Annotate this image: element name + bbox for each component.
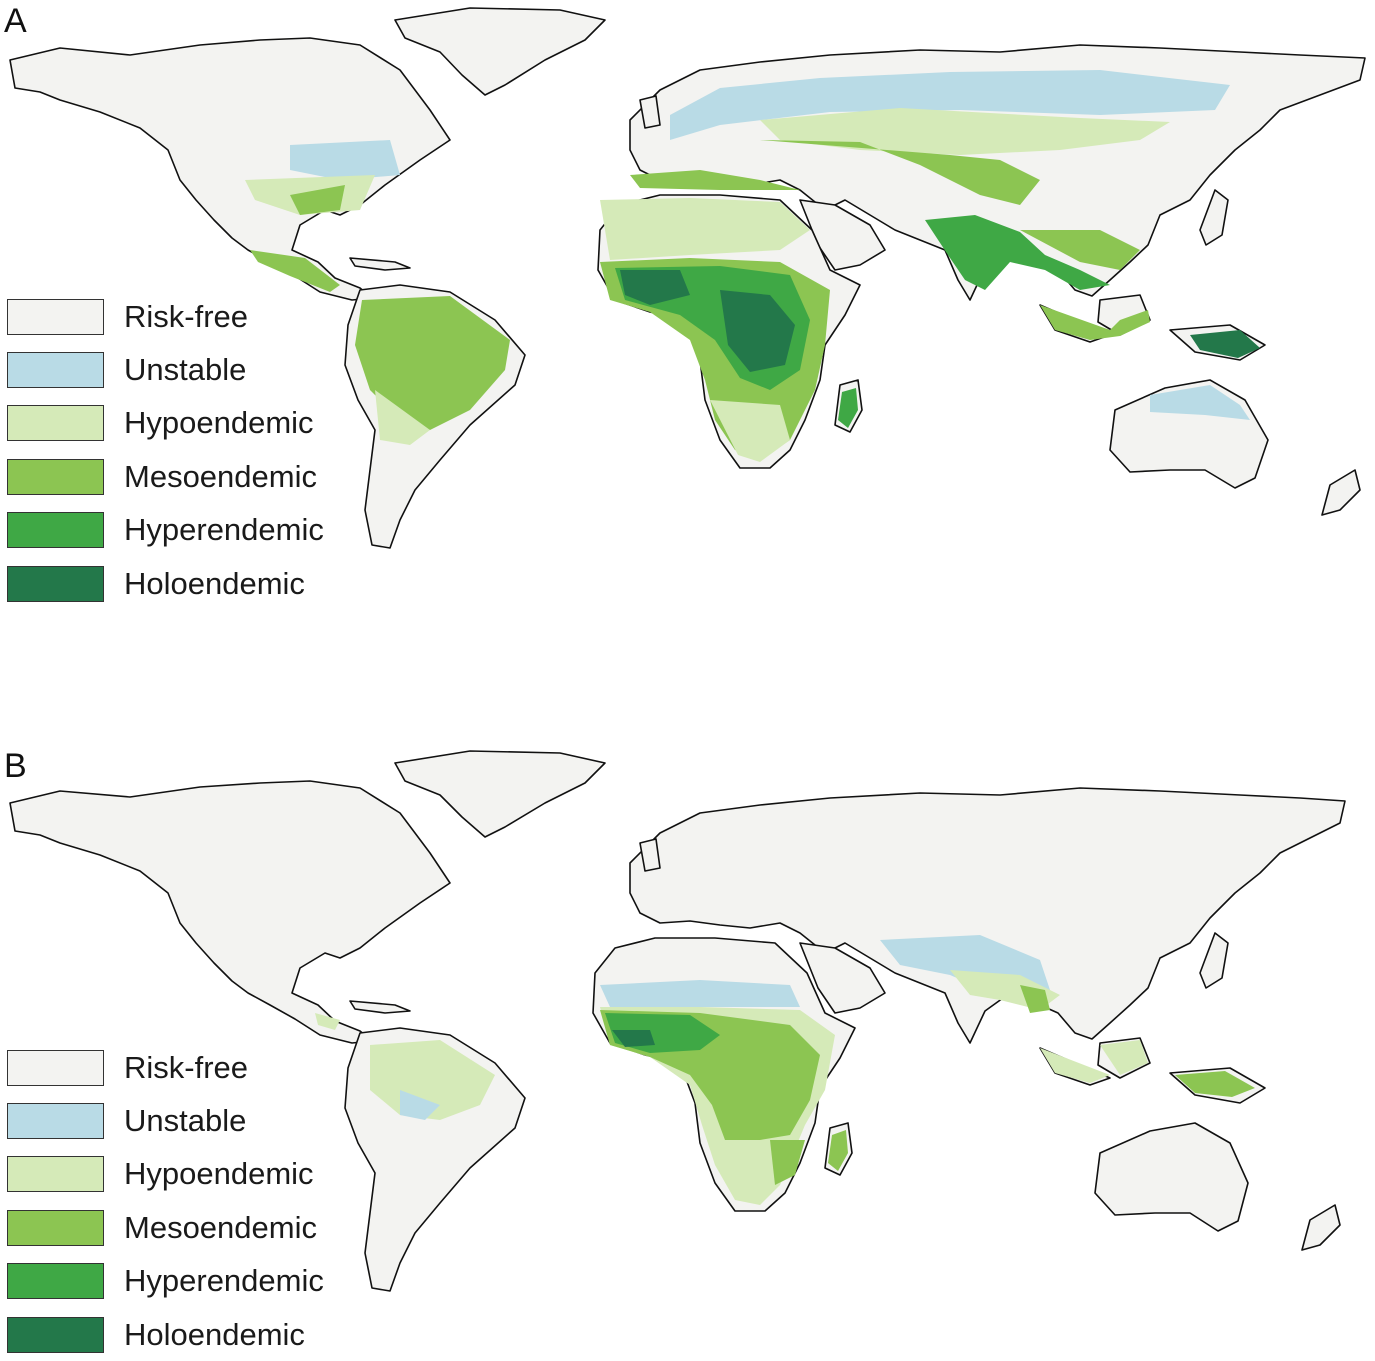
legend-label: Mesoendemic [124, 458, 317, 494]
world-map-b [9, 750, 1346, 1292]
legend-swatch [7, 298, 104, 335]
legend-item-unstable: Unstable [7, 1094, 324, 1147]
legend-label: Hyperendemic [124, 1263, 324, 1299]
legend-item-hypoendemic: Hypoendemic [7, 1148, 324, 1201]
legend-item-holoendemic: Holoendemic [7, 1308, 324, 1361]
legend-swatch [7, 1209, 104, 1246]
endemicity-zones-a [245, 70, 1260, 462]
legend-label: Hypoendemic [124, 1156, 314, 1192]
legend-label: Hyperendemic [124, 512, 324, 548]
legend-swatch [7, 458, 104, 495]
legend-swatch [7, 565, 104, 602]
legend-label: Mesoendemic [124, 1209, 317, 1245]
legend-label: Hypoendemic [124, 405, 314, 441]
legend-label: Holoendemic [124, 1316, 305, 1352]
endemicity-zones-b [315, 935, 1255, 1205]
legend-item-hyperendemic: Hyperendemic [7, 504, 324, 557]
legend-swatch [7, 405, 104, 442]
legend-swatch [7, 1049, 104, 1086]
legend: Risk-free Unstable Hypoendemic Mesoendem… [7, 290, 324, 610]
legend-label: Risk-free [124, 1049, 249, 1085]
legend-item-holoendemic: Holoendemic [7, 557, 324, 610]
legend-label: Unstable [124, 352, 247, 388]
panel-letter: B [4, 747, 27, 785]
legend-swatch [7, 512, 104, 549]
legend-label: Holoendemic [124, 565, 305, 601]
panel-letter: A [4, 2, 27, 40]
legend-item-risk-free: Risk-free [7, 1041, 324, 1094]
legend-swatch [7, 1156, 104, 1193]
panel-a: A Risk-free Unstable Hypoendemic Mesoend… [0, 0, 1375, 660]
legend: Risk-free Unstable Hypoendemic Mesoendem… [7, 1041, 324, 1361]
world-map-a [9, 7, 1366, 549]
legend-item-mesoendemic: Mesoendemic [7, 1201, 324, 1254]
legend-item-hypoendemic: Hypoendemic [7, 397, 324, 450]
legend-label: Unstable [124, 1103, 247, 1139]
legend-swatch [7, 1316, 104, 1353]
legend-swatch [7, 1263, 104, 1300]
legend-item-mesoendemic: Mesoendemic [7, 450, 324, 503]
panel-b: B Risk-free Unstable Hypoendemic Mesoend… [0, 745, 1375, 1353]
legend-item-hyperendemic: Hyperendemic [7, 1255, 324, 1308]
legend-swatch [7, 1103, 104, 1140]
legend-swatch [7, 352, 104, 389]
legend-item-unstable: Unstable [7, 343, 324, 396]
legend-label: Risk-free [124, 298, 249, 334]
legend-item-risk-free: Risk-free [7, 290, 324, 343]
